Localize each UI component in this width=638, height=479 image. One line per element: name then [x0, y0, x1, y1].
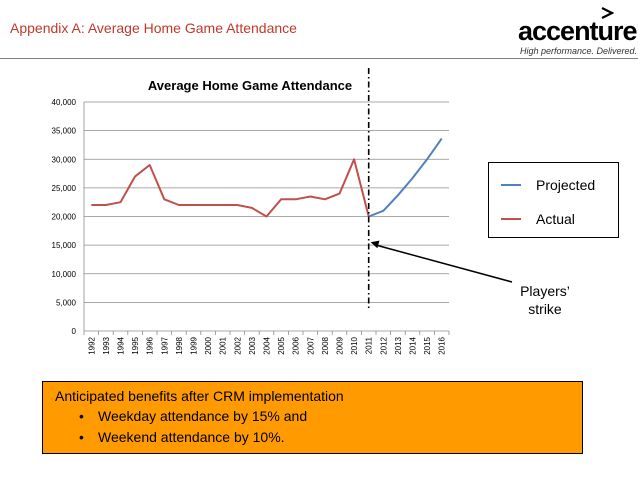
- x-tick-label: 1993: [102, 336, 111, 354]
- attendance-chart: Average Home Game Attendance 0 5,000 10,00…: [52, 68, 513, 355]
- slide-title: Appendix A: Average Home Game Attendance: [10, 20, 297, 36]
- x-tick-label: 1992: [87, 336, 96, 354]
- x-tick-label: 1998: [175, 336, 184, 354]
- x-tick-label: 1997: [160, 336, 169, 354]
- y-tick-label: 10,000: [52, 270, 77, 279]
- x-tick-label: 2006: [292, 336, 301, 354]
- series-line-projected: [368, 138, 443, 218]
- callout-heading: Anticipated benefits after CRM implement…: [55, 388, 344, 404]
- logo-wordmark: accenture: [518, 16, 638, 46]
- y-tick-label: 5,000: [56, 298, 77, 307]
- benefits-callout: Anticipated benefits after CRM implement…: [42, 381, 583, 454]
- x-tick-label: 2016: [438, 336, 447, 354]
- callout-bullet-list: Weekday attendance by 15% and Weekend at…: [55, 406, 582, 448]
- callout-bullet-weekend: Weekend attendance by 10%.: [79, 427, 582, 448]
- x-tick-label: 1999: [190, 336, 199, 354]
- x-tick-label: 2005: [277, 336, 286, 354]
- legend-item-projected: Projected: [501, 177, 595, 193]
- annotation-line-1: Players’: [520, 283, 570, 299]
- x-tick-label: 2009: [336, 336, 345, 354]
- x-tick-label: 2003: [248, 336, 257, 354]
- x-tick-label: 2014: [409, 336, 418, 354]
- y-tick-label: 25,000: [52, 184, 77, 193]
- logo-accent-icon: [601, 7, 614, 19]
- x-tick-label: 2011: [365, 336, 374, 354]
- y-tick-label: 0: [72, 327, 77, 336]
- legend-swatch-projected: [501, 184, 521, 186]
- legend-label-actual: Actual: [536, 211, 575, 227]
- annotation-line-2: strike: [528, 301, 562, 317]
- x-tick-label: 1994: [117, 336, 126, 354]
- x-tick-label: 2010: [350, 336, 359, 354]
- y-tick-label: 20,000: [52, 213, 77, 222]
- y-tick-label: 30,000: [52, 155, 77, 164]
- x-tick-label: 2001: [219, 336, 228, 354]
- x-tick-label: 2015: [423, 336, 432, 354]
- x-tick-label: 1995: [131, 336, 140, 354]
- chart-legend: Projected Actual: [488, 162, 619, 238]
- legend-item-actual: Actual: [501, 211, 575, 227]
- logo-tagline: High performance. Delivered.: [520, 46, 638, 56]
- x-tick-label: 2007: [306, 336, 315, 354]
- series-line-actual: [91, 158, 370, 218]
- y-tick-label: 15,000: [52, 241, 77, 250]
- players-strike-annotation: Players’ strike: [505, 282, 585, 318]
- x-tick-label: 2002: [233, 336, 242, 354]
- x-tick-label: 2000: [204, 336, 213, 354]
- x-tick-label: 2004: [263, 336, 272, 354]
- chart-title: Average Home Game Attendance: [148, 78, 352, 93]
- x-tick-label: 1996: [146, 336, 155, 354]
- legend-swatch-actual: [501, 218, 521, 220]
- annotation-arrow-line: [376, 244, 513, 283]
- x-tick-label: 2008: [321, 336, 330, 354]
- legend-label-projected: Projected: [536, 177, 596, 193]
- accenture-logo: accenture High performance. Delivered.: [518, 6, 638, 56]
- x-tick-label: 2013: [394, 336, 403, 354]
- y-tick-label: 35,000: [52, 127, 77, 136]
- title-divider: [0, 58, 638, 59]
- annotation-arrow-head: [370, 240, 380, 249]
- y-tick-label: 40,000: [52, 98, 77, 107]
- callout-bullet-weekday: Weekday attendance by 15% and: [79, 406, 582, 427]
- x-tick-label: 2012: [379, 336, 388, 354]
